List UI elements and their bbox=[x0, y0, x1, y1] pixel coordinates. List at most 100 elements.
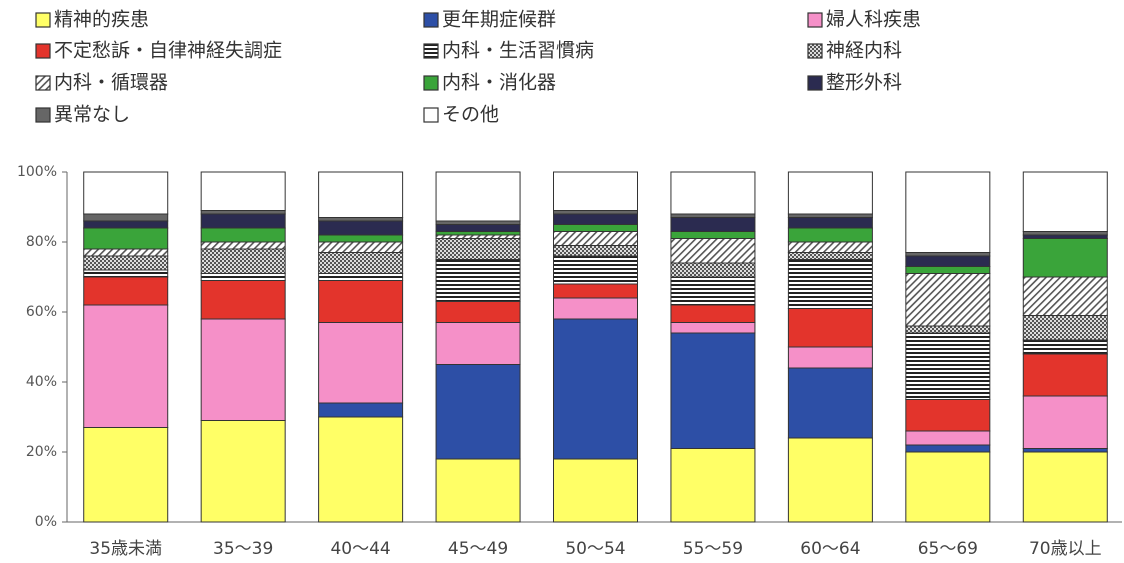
bar-segment bbox=[905, 332, 991, 400]
bar-segment bbox=[1022, 451, 1108, 523]
bar-segment bbox=[905, 430, 991, 446]
bar-segment bbox=[553, 255, 638, 285]
bar-segment bbox=[435, 322, 521, 365]
bar-segment bbox=[200, 420, 286, 523]
bar-segment bbox=[83, 248, 169, 257]
bar-segment bbox=[670, 238, 756, 264]
bar-segment bbox=[553, 171, 638, 211]
legend-swatch bbox=[423, 107, 439, 123]
bar-segment bbox=[200, 227, 286, 243]
legend-label: 神経内科 bbox=[826, 40, 902, 62]
bar-segment bbox=[670, 262, 756, 278]
bar-segment bbox=[435, 231, 521, 236]
bar-segment bbox=[318, 322, 404, 404]
bar-segment bbox=[905, 171, 991, 253]
bar-segment bbox=[787, 308, 873, 348]
bar-segment bbox=[1022, 276, 1108, 316]
bar-segment bbox=[905, 399, 991, 432]
bar-segment bbox=[1022, 315, 1108, 341]
bar-segment bbox=[670, 213, 756, 218]
bar-segment bbox=[318, 241, 404, 253]
legend-label: 婦人科疾患 bbox=[826, 9, 921, 31]
x-tick-label: 40～44 bbox=[330, 539, 390, 559]
bar-segment bbox=[318, 402, 404, 418]
bar-segment bbox=[670, 332, 756, 449]
legend-label: 整形外科 bbox=[826, 72, 902, 94]
bar-segment bbox=[553, 297, 638, 320]
bar-segment bbox=[435, 364, 521, 460]
bar-segment bbox=[670, 448, 756, 523]
legend-swatch bbox=[35, 12, 51, 28]
bar-segment bbox=[553, 210, 638, 215]
bar-segment bbox=[905, 255, 991, 267]
x-tick-label: 45～49 bbox=[448, 539, 508, 559]
x-tick-label: 70歳以上 bbox=[1029, 539, 1102, 559]
legend-label: その他 bbox=[442, 104, 499, 126]
bar-segment bbox=[787, 252, 873, 260]
bar-segment bbox=[905, 273, 991, 327]
legend-swatch bbox=[807, 12, 823, 28]
bar-segment bbox=[1022, 234, 1108, 239]
x-tick-label: 60～64 bbox=[800, 539, 860, 559]
legend-label: 精神的疾患 bbox=[54, 9, 149, 31]
legend-label: 内科・循環器 bbox=[54, 72, 168, 94]
bar-segment bbox=[83, 255, 169, 271]
bar-segment bbox=[670, 322, 756, 334]
bar-segment bbox=[670, 304, 756, 323]
y-tick-label: 60% bbox=[26, 304, 57, 320]
bar-segment bbox=[200, 318, 286, 421]
bar-segment bbox=[435, 238, 521, 260]
bar-segment bbox=[905, 325, 991, 334]
y-tick-label: 80% bbox=[26, 234, 57, 250]
bar-segment bbox=[435, 259, 521, 302]
legend-swatch bbox=[423, 12, 439, 28]
bar-segment bbox=[83, 220, 169, 229]
legend-swatch bbox=[35, 43, 51, 59]
bar-segment bbox=[318, 220, 404, 236]
bar-segment bbox=[435, 301, 521, 323]
legend-swatch bbox=[423, 43, 439, 59]
bar-segment bbox=[83, 227, 169, 250]
bar-segment bbox=[905, 266, 991, 274]
bar-segment bbox=[83, 427, 169, 523]
legend-label: 異常なし bbox=[54, 104, 130, 126]
bar-segment bbox=[1022, 448, 1108, 453]
bar-segment bbox=[787, 241, 873, 253]
bar-segment bbox=[200, 241, 286, 250]
bar-segment bbox=[1022, 395, 1108, 449]
bar-segment bbox=[435, 171, 521, 222]
bar-segment bbox=[787, 227, 873, 243]
bar-segment bbox=[200, 213, 286, 229]
bar-segment bbox=[318, 234, 404, 243]
bar-segment bbox=[787, 367, 873, 439]
bar-segment bbox=[435, 220, 521, 225]
bar-segment bbox=[318, 416, 404, 523]
y-tick-label: 40% bbox=[26, 374, 57, 390]
bar-segment bbox=[787, 171, 873, 215]
y-tick-label: 20% bbox=[26, 444, 57, 460]
bar-segment bbox=[1022, 171, 1108, 232]
bar-segment bbox=[553, 283, 638, 299]
bar-segment bbox=[553, 318, 638, 460]
bar-segment bbox=[83, 213, 169, 222]
bar-segment bbox=[435, 458, 521, 523]
bar-segment bbox=[670, 217, 756, 232]
legend-swatch bbox=[807, 75, 823, 91]
bar-segment bbox=[1022, 238, 1108, 278]
bar-segment bbox=[905, 444, 991, 453]
bar-segment bbox=[553, 224, 638, 232]
bar-segment bbox=[200, 210, 286, 215]
bar-segment bbox=[787, 213, 873, 218]
bar-segment bbox=[318, 171, 404, 218]
x-tick-label: 50～54 bbox=[565, 539, 625, 559]
legend-label: 内科・生活習慣病 bbox=[442, 40, 594, 62]
legend-label: 不定愁訴・自律神経失調症 bbox=[54, 40, 282, 62]
x-tick-label: 35歳未満 bbox=[89, 539, 162, 559]
y-tick-label: 100% bbox=[17, 164, 57, 180]
legend-swatch bbox=[807, 43, 823, 59]
bar-segment bbox=[435, 224, 521, 232]
bar-segment bbox=[1022, 353, 1108, 397]
legend-swatch bbox=[35, 107, 51, 123]
bar-segment bbox=[318, 273, 404, 281]
bar-segment bbox=[670, 231, 756, 239]
